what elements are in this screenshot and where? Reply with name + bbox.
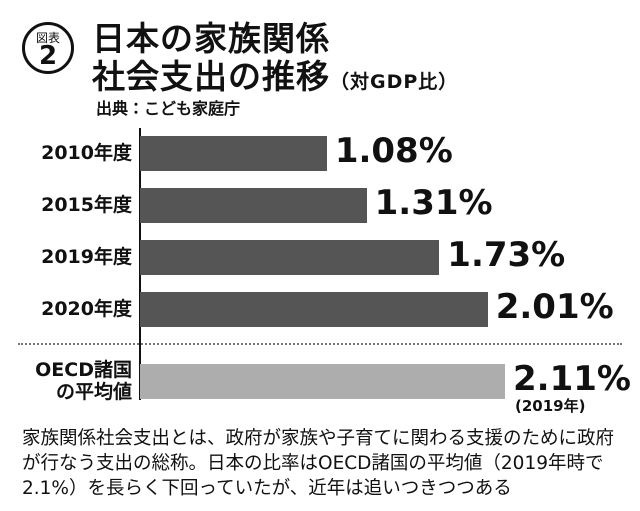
category-label: 2020年度 [41, 298, 132, 320]
badge: 図表 2 [22, 22, 74, 74]
separator [18, 343, 622, 345]
category-label: OECD諸国 の平均値 [35, 359, 132, 403]
value-label: 1.73% [447, 235, 566, 275]
category-label-line: 2010年度 [41, 142, 132, 164]
bar [140, 239, 440, 275]
category-label: 2010年度 [41, 142, 132, 164]
category-label: 2019年度 [41, 246, 132, 268]
value-label: 2.11% [513, 359, 631, 399]
subtitle: （対GDP比） [330, 71, 459, 93]
category-label-line: 2015年度 [41, 194, 132, 216]
bar [140, 291, 488, 327]
category-label-line: 2019年度 [41, 246, 132, 268]
chart-title: 社会支出の推移 [92, 57, 330, 96]
chart-title: 社会支出の推移（対GDP比） [92, 50, 458, 98]
bar [140, 363, 506, 399]
bar [140, 187, 367, 223]
bar [140, 135, 327, 171]
badge-label: 図表 [35, 31, 60, 45]
chart-title: 日本の家族関係 [92, 19, 330, 58]
category-label: 2015年度 [41, 194, 132, 216]
annotation: (2019年) [515, 397, 586, 415]
value-label: 1.31% [374, 183, 493, 223]
caption: 家族関係社会支出とは、政府が家族や子育てに関わる支援のために政府が行なう支出の総… [22, 428, 615, 499]
source: 出典：こども家庭庁 [96, 99, 241, 118]
category-label-line: OECD諸国 [35, 359, 132, 381]
value-label: 1.08% [334, 131, 453, 171]
badge-number: 2 [38, 41, 58, 71]
category-label-line: の平均値 [55, 381, 132, 403]
value-label: 2.01% [495, 287, 614, 327]
category-label-line: 2020年度 [41, 298, 132, 320]
